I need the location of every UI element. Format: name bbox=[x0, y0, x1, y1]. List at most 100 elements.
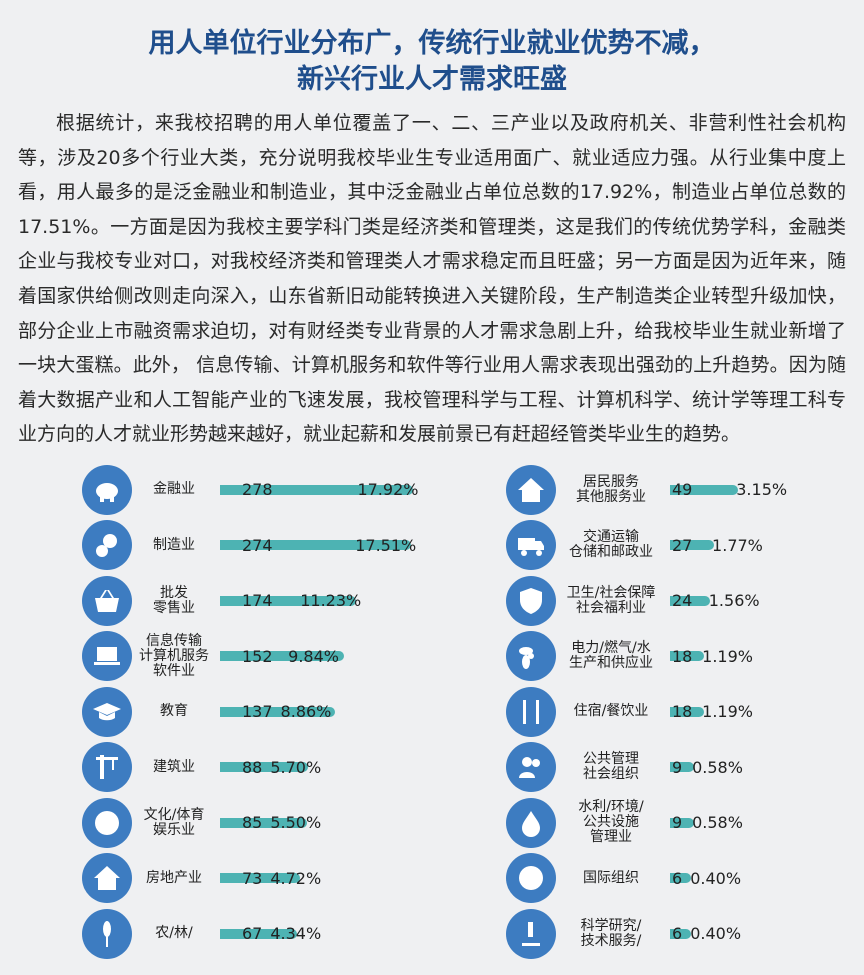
industry-row: 水利/环境/ 公共设施 管理业 9 0.58% bbox=[506, 795, 864, 851]
industry-label: 文化/体育 娱乐业 bbox=[143, 806, 205, 838]
shield-check-icon bbox=[506, 575, 556, 626]
crane-icon bbox=[82, 742, 132, 793]
industry-label: 住宿/餐饮业 bbox=[573, 703, 649, 720]
industry-bar: 274 17.51% bbox=[220, 535, 416, 555]
piggy-bank-icon bbox=[82, 464, 132, 515]
industry-bar: 152 9.84% bbox=[220, 646, 344, 666]
industry-label: 公共管理 社会组织 bbox=[583, 751, 639, 783]
industry-row: 农/林/ 67 4.34% bbox=[82, 906, 506, 962]
industry-row: 电力/燃气/水 生产和供应业 18 1.19% bbox=[506, 628, 864, 684]
industry-bar: 24 1.56% bbox=[670, 591, 760, 611]
industry-percent: 4.72% bbox=[270, 868, 322, 888]
gears-icon bbox=[82, 520, 132, 571]
industry-label: 批发 零售业 bbox=[153, 584, 195, 616]
industry-bar: 73 4.72% bbox=[220, 868, 321, 888]
industry-row: 公共管理 社会组织 9 0.58% bbox=[506, 739, 864, 795]
industry-count: 137 bbox=[242, 702, 273, 722]
industry-row: 科学研究/ 技术服务/ 6 0.40% bbox=[506, 906, 864, 962]
bar-fill bbox=[220, 873, 301, 884]
industry-label: 科学研究/ 技术服务/ bbox=[580, 917, 642, 949]
industry-count: 88 bbox=[242, 757, 263, 777]
industry-row: 交通运输 仓储和邮政业 27 1.77% bbox=[506, 517, 864, 573]
body-paragraph: 根据统计，来我校招聘的用人单位覆盖了一、二、三产业以及政府机关、非营利性社会机构… bbox=[18, 112, 846, 446]
industry-label: 制造业 bbox=[153, 536, 195, 553]
industry-row: 房地产业 73 4.72% bbox=[82, 850, 506, 906]
industry-row: 建筑业 88 5.70% bbox=[82, 739, 506, 795]
industry-bar: 6 0.40% bbox=[670, 924, 741, 944]
industry-bar: 278 17.92% bbox=[220, 480, 418, 500]
bar-fill bbox=[220, 484, 413, 495]
title-line-1: 用人单位行业分布广，传统行业就业优势不减， bbox=[148, 28, 716, 59]
industry-label: 教育 bbox=[160, 703, 188, 720]
industry-count: 85 bbox=[242, 813, 263, 833]
industry-label: 国际组织 bbox=[583, 869, 639, 886]
bar-fill bbox=[220, 762, 309, 773]
industry-bar: 174 11.23% bbox=[220, 591, 361, 611]
industry-bar: 88 5.70% bbox=[220, 757, 321, 777]
bar-fill bbox=[220, 595, 356, 606]
fan-icon bbox=[506, 631, 556, 682]
industry-count: 27 bbox=[672, 535, 693, 555]
industry-list-left: 金融业 278 17.92% 制造业 274 17.51% 批发 零售业 174… bbox=[82, 462, 506, 962]
industry-bar: 18 1.19% bbox=[670, 702, 753, 722]
bar-fill bbox=[220, 928, 297, 939]
industry-percent: 5.50% bbox=[270, 813, 322, 833]
industry-chart: 金融业 278 17.92% 制造业 274 17.51% 批发 零售业 174… bbox=[0, 462, 864, 962]
industry-label: 房地产业 bbox=[146, 869, 202, 886]
industry-percent: 8.86% bbox=[280, 702, 332, 722]
industry-count: 18 bbox=[672, 646, 693, 666]
bar-fill bbox=[670, 540, 714, 551]
industry-count: 9 bbox=[672, 813, 683, 833]
industry-label: 卫生/社会保障 社会福利业 bbox=[566, 584, 656, 616]
bar-fill bbox=[670, 762, 694, 773]
industry-bar: 85 5.50% bbox=[220, 813, 321, 833]
music-disc-icon bbox=[82, 797, 132, 848]
graduation-cap-icon bbox=[82, 686, 132, 737]
industry-bar: 6 0.40% bbox=[670, 868, 741, 888]
industry-percent: 0.40% bbox=[690, 868, 742, 888]
industry-count: 73 bbox=[242, 868, 263, 888]
industry-count: 18 bbox=[672, 702, 693, 722]
industry-label: 农/林/ bbox=[155, 925, 193, 942]
microscope-icon bbox=[506, 908, 556, 959]
industry-percent: 0.40% bbox=[690, 924, 742, 944]
basket-icon bbox=[82, 575, 132, 626]
industry-count: 67 bbox=[242, 924, 263, 944]
bar-fill bbox=[670, 484, 738, 495]
industry-percent: 1.19% bbox=[702, 646, 753, 666]
industry-label: 电力/燃气/水 生产和供应业 bbox=[569, 640, 653, 672]
industry-count: 152 bbox=[242, 646, 273, 666]
industry-count: 24 bbox=[672, 591, 693, 611]
industry-label: 水利/环境/ 公共设施 管理业 bbox=[578, 799, 644, 846]
industry-percent: 0.58% bbox=[692, 813, 743, 833]
bar-fill bbox=[670, 595, 711, 606]
industry-row: 卫生/社会保障 社会福利业 24 1.56% bbox=[506, 573, 864, 629]
industry-row: 国际组织 6 0.40% bbox=[506, 850, 864, 906]
industry-label: 居民服务 其他服务业 bbox=[576, 473, 646, 505]
industry-bar: 49 3.15% bbox=[670, 480, 787, 500]
industry-percent: 1.19% bbox=[702, 702, 753, 722]
page-title: 用人单位行业分布广，传统行业就业优势不减， 新兴行业人才需求旺盛 bbox=[0, 0, 864, 98]
bar-fill bbox=[220, 651, 344, 662]
industry-percent: 3.15% bbox=[736, 480, 788, 500]
industry-bar: 9 0.58% bbox=[670, 757, 743, 777]
people-icon bbox=[506, 742, 556, 793]
industry-bar: 18 1.19% bbox=[670, 646, 753, 666]
industry-row: 教育 137 8.86% bbox=[82, 684, 506, 740]
bar-fill bbox=[670, 706, 704, 717]
industry-count: 174 bbox=[242, 591, 273, 611]
globe-icon bbox=[506, 853, 556, 904]
fork-knife-icon bbox=[506, 686, 556, 737]
industry-count: 278 bbox=[242, 480, 273, 500]
industry-percent: 1.77% bbox=[712, 535, 763, 555]
wheat-icon bbox=[82, 908, 132, 959]
industry-row: 信息传输 计算机服务 软件业 152 9.84% bbox=[82, 628, 506, 684]
industry-count: 6 bbox=[672, 868, 683, 888]
industry-row: 制造业 274 17.51% bbox=[82, 517, 506, 573]
industry-percent: 5.70% bbox=[270, 757, 322, 777]
industry-row: 文化/体育 娱乐业 85 5.50% bbox=[82, 795, 506, 851]
industry-bar: 27 1.77% bbox=[670, 535, 763, 555]
industry-list-right: 居民服务 其他服务业 49 3.15% 交通运输 仓储和邮政业 27 1.77%… bbox=[506, 462, 864, 962]
industry-label: 金融业 bbox=[153, 481, 195, 498]
water-drop-icon bbox=[506, 797, 556, 848]
